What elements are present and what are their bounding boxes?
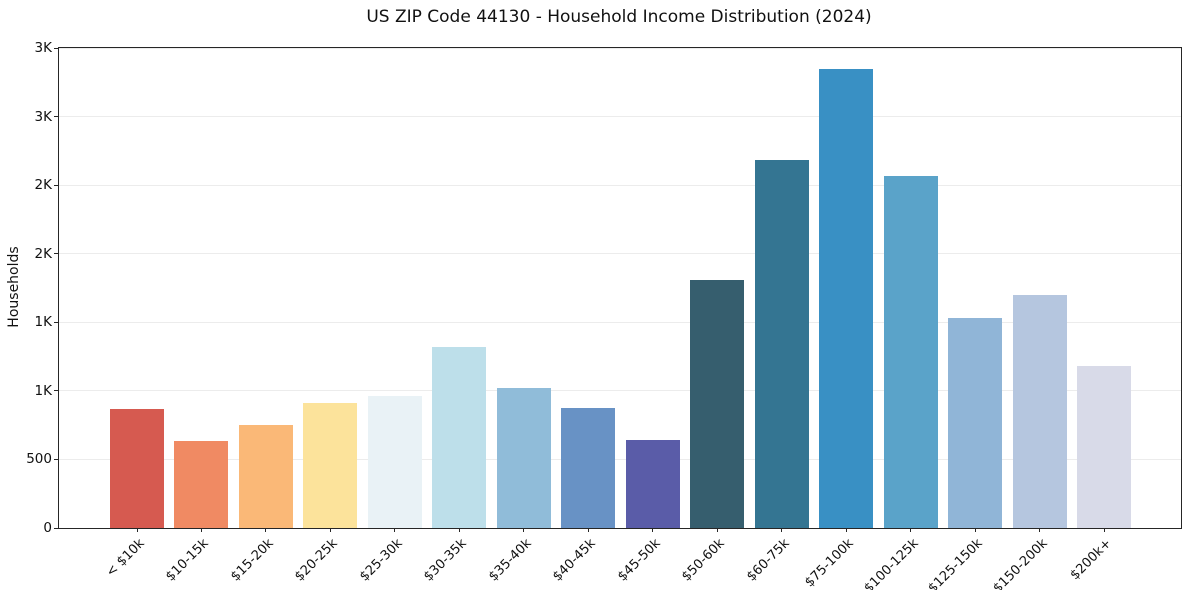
y-tick-label: 1K — [34, 382, 52, 399]
bar — [690, 279, 745, 528]
y-tick-mark — [54, 253, 58, 255]
y-tick-label: 3K — [34, 40, 52, 56]
x-tick-mark — [910, 528, 912, 532]
x-tick-mark — [652, 528, 654, 532]
y-tick-label: 2K — [34, 245, 52, 262]
bar — [367, 395, 422, 528]
y-tick-label: 3K — [34, 108, 52, 125]
gridline — [59, 390, 1181, 392]
gridline — [59, 47, 1181, 49]
gridline — [59, 253, 1181, 255]
y-tick-label: 2K — [34, 177, 52, 194]
y-tick-mark — [54, 527, 58, 529]
y-tick-mark — [54, 184, 58, 186]
gridline — [59, 458, 1181, 460]
x-tick-mark — [974, 528, 976, 532]
y-tick-mark — [54, 390, 58, 392]
bar — [174, 440, 229, 528]
x-tick-mark — [1103, 528, 1105, 532]
bar — [1012, 294, 1067, 528]
bar — [496, 388, 551, 528]
bar — [238, 425, 293, 528]
x-tick-mark — [587, 528, 589, 532]
bar — [432, 346, 487, 528]
x-tick-mark — [781, 528, 783, 532]
bar — [754, 159, 809, 528]
x-tick-mark — [136, 528, 138, 532]
x-tick-mark — [200, 528, 202, 532]
bar — [303, 403, 358, 528]
y-tick-label: 1K — [34, 314, 52, 331]
chart-title: US ZIP Code 44130 - Household Income Dis… — [366, 7, 872, 27]
bar — [561, 408, 616, 528]
y-tick-mark — [54, 116, 58, 118]
y-tick-label: 500 — [26, 451, 52, 468]
bar — [819, 69, 874, 528]
bar — [110, 408, 164, 528]
y-tick-mark — [54, 321, 58, 323]
x-tick-mark — [1039, 528, 1041, 532]
x-tick-mark — [394, 528, 396, 532]
bar — [625, 439, 680, 528]
x-tick-mark — [458, 528, 460, 532]
plot-area: 0 500 1K 1K 2K 2K 3K 3K < $10k $10-15k $15-20k $20-… — [26, 40, 1182, 590]
bar — [948, 318, 1003, 528]
gridline — [59, 116, 1181, 118]
y-tick-mark — [54, 458, 58, 460]
x-tick-mark — [329, 528, 331, 532]
x-tick-mark — [845, 528, 847, 532]
x-tick-mark — [265, 528, 267, 532]
x-tick-mark — [716, 528, 718, 532]
bar — [1077, 366, 1132, 528]
x-tick-mark — [523, 528, 525, 532]
gridline — [59, 321, 1181, 323]
y-tick-mark — [54, 47, 58, 49]
bar — [883, 176, 938, 528]
y-tick-label: 0 — [43, 520, 52, 536]
gridline — [59, 184, 1181, 186]
x-tick-label: < $10k — [103, 536, 148, 581]
